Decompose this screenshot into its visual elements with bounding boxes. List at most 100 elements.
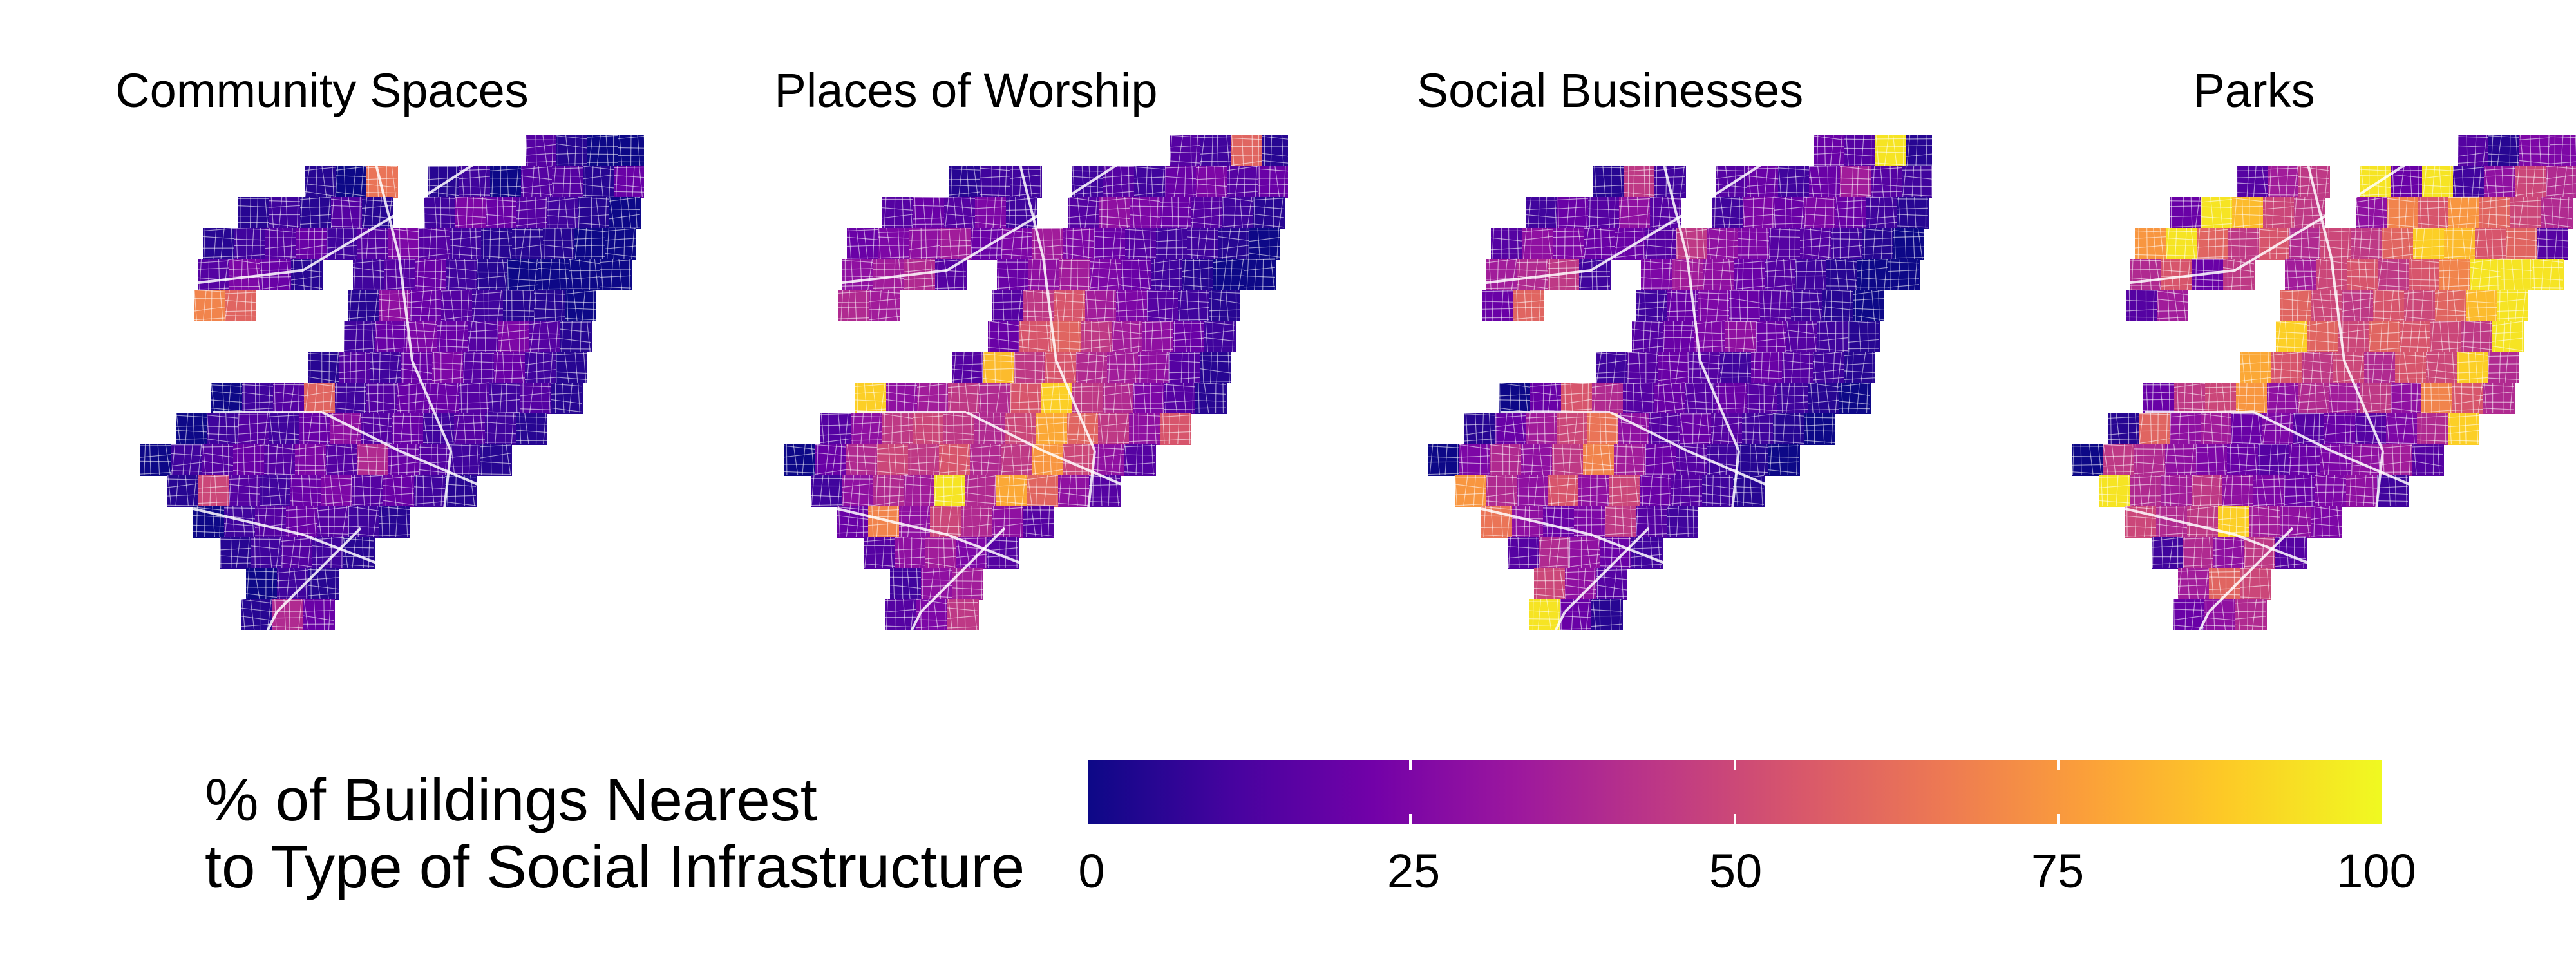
street-line [1080,321,1112,325]
street-line [838,413,842,445]
street-line [1587,382,1589,414]
street-line [1106,258,1112,290]
street-line [1058,285,1090,287]
street-line [1428,445,1460,448]
grid-cell [1786,321,1818,352]
street-line [1161,166,1165,198]
street-line [1857,227,1862,260]
street-line [2302,413,2307,445]
street-line [1488,413,1492,445]
street-line [904,382,906,414]
street-line [1226,166,1258,171]
street-line [965,475,997,481]
street-line [1255,166,1257,198]
street-line [1764,284,1796,289]
street-line [352,276,384,278]
street-line [1684,391,1716,395]
street-line [2394,372,2427,374]
street-line [2368,332,2400,335]
street-line [2513,196,2515,229]
street-line [373,506,378,538]
grid-cell [2497,290,2528,321]
street-line [841,483,873,488]
street-line [1846,196,1848,229]
street-line [934,486,966,488]
street-line [254,515,287,517]
street-line [903,484,935,487]
street-line [277,413,281,445]
street-line [1182,284,1214,288]
street-line [268,475,272,507]
street-line [1169,145,1201,148]
street-line [2249,258,2253,290]
street-line [1763,444,1767,476]
street-line [397,289,402,321]
street-line [1053,258,1057,290]
street-line [2452,227,2454,260]
street-line [2266,351,2269,383]
street-line [1548,382,1552,414]
street-line [520,392,552,397]
street-line [1917,227,1923,260]
street-line [1111,337,1143,341]
street-line [1643,320,1645,352]
street-line [459,194,491,196]
street-line [1530,399,1562,402]
street-line [1075,475,1078,507]
grid-cell [1729,290,1761,321]
street-line [2165,237,2197,240]
street-line [1054,300,1086,303]
grid-cell [948,383,980,414]
street-line [1897,196,1901,229]
street-line [2439,320,2443,352]
street-line [2138,413,2170,415]
street-line [330,205,363,207]
street-line [2391,184,2423,187]
street-line [1615,227,1620,260]
street-line [1019,320,1024,352]
street-line [2408,279,2440,281]
street-line [264,255,296,258]
street-line [1584,196,1587,229]
street-line [2293,196,2297,229]
street-line [1577,598,1582,630]
street-line [2537,227,2541,260]
street-line [2318,413,2320,445]
street-line [356,445,388,450]
street-line [2487,377,2519,381]
street-line [561,289,564,321]
street-line [1062,444,1094,448]
grid-cell [2546,166,2576,198]
street-line [1503,258,1508,290]
street-line [864,536,869,569]
street-line [978,384,1010,386]
street-line [1675,461,1707,464]
street-line [1098,320,1101,352]
street-line [1653,392,1685,394]
street-line [301,211,401,272]
street-line [299,222,332,225]
street-line [220,289,223,321]
street-line [383,475,415,480]
street-line [1560,382,1593,386]
street-line [1721,320,1723,352]
street-line [1248,252,1280,258]
street-line [573,196,576,229]
street-line [2354,430,2387,433]
street-line [894,444,897,476]
street-line [1173,166,1179,198]
street-line [1218,289,1222,321]
street-line [547,215,579,218]
street-line [850,422,882,425]
street-line [218,258,220,290]
street-line [991,518,1023,520]
street-line [817,444,819,476]
street-line [2236,182,2268,185]
street-line [1184,166,1186,198]
street-line [577,382,581,414]
street-line [1288,276,1340,289]
street-line [2107,431,2139,435]
street-line [2423,382,2425,414]
street-line [305,506,308,538]
street-line [1653,408,1685,413]
